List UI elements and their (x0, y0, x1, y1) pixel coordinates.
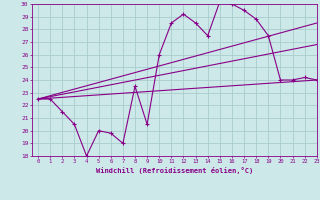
X-axis label: Windchill (Refroidissement éolien,°C): Windchill (Refroidissement éolien,°C) (96, 167, 253, 174)
